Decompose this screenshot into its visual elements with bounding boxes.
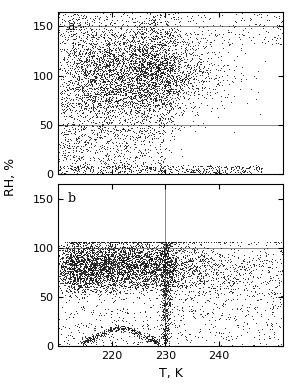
- Text: a: a: [67, 20, 75, 33]
- Text: b: b: [67, 192, 76, 205]
- Text: RH, %: RH, %: [4, 158, 17, 196]
- X-axis label: T, K: T, K: [159, 367, 183, 380]
